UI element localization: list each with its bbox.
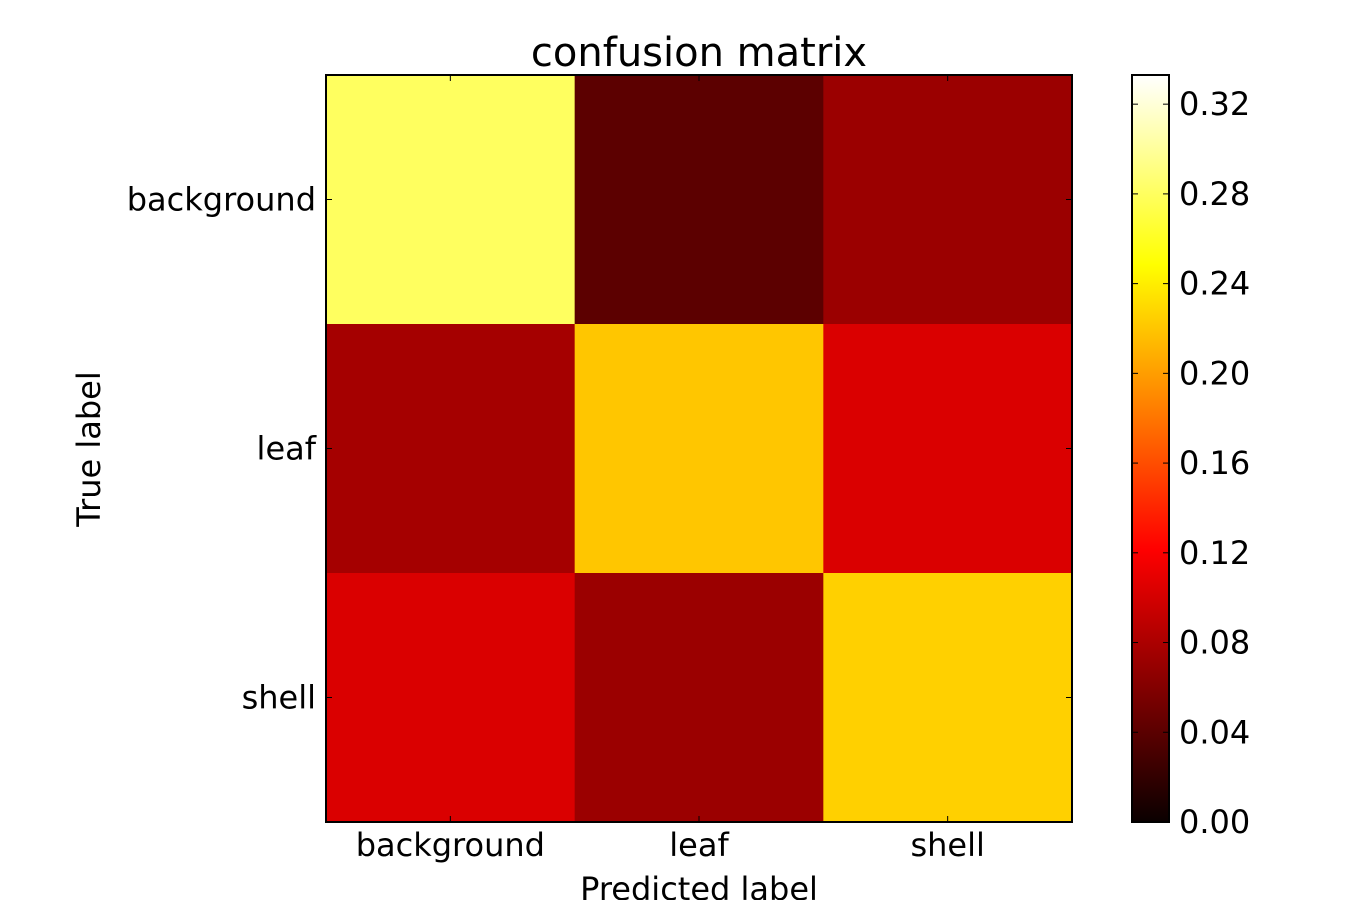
- heatmap-cell: [574, 573, 824, 823]
- x-tick-label: leaf: [669, 826, 729, 864]
- colorbar-tick-label: 0.28: [1179, 175, 1250, 213]
- plot-frame: [325, 74, 1073, 823]
- y-tick-label: background: [127, 181, 316, 219]
- colorbar-tick-label: 0.12: [1179, 534, 1250, 572]
- heatmap-cell: [326, 324, 576, 574]
- heatmap-cell: [823, 573, 1073, 823]
- y-tick-label: leaf: [257, 430, 317, 468]
- x-tick-label: background: [356, 826, 545, 864]
- y-axis-label: True label: [70, 371, 108, 528]
- colorbar-ticks: 0.00 0.04 0.08 0.12 0.16 0.20 0.24 0.28 0.32: [1132, 85, 1250, 841]
- colorbar-tick-label: 0.20: [1179, 354, 1250, 392]
- x-tick-label: shell: [910, 826, 984, 864]
- heatmap-cell: [823, 75, 1073, 325]
- colorbar-tick-label: 0.32: [1179, 85, 1250, 123]
- heatmap-cell: [574, 75, 824, 325]
- chart-title: confusion matrix: [531, 30, 867, 76]
- heatmap-cell: [574, 324, 824, 574]
- colorbar-tick-label: 0.00: [1179, 803, 1250, 841]
- colorbar-tick-label: 0.08: [1179, 624, 1250, 662]
- heatmap-cell: [823, 324, 1073, 574]
- colorbar: [1132, 75, 1169, 822]
- colorbar-tick-label: 0.04: [1179, 713, 1250, 751]
- colorbar-tick-label: 0.24: [1179, 265, 1250, 303]
- y-tick-label: shell: [242, 679, 316, 717]
- heatmap-cells: [326, 75, 1073, 823]
- y-tick-labels: background leaf shell: [127, 181, 317, 717]
- colorbar-tick-label: 0.16: [1179, 444, 1250, 482]
- heatmap-cell: [326, 75, 576, 325]
- colorbar-frame: [1131, 74, 1170, 823]
- heatmap-cell: [326, 573, 576, 823]
- x-tick-labels: background leaf shell: [356, 826, 985, 864]
- x-axis-label: Predicted label: [580, 870, 818, 900]
